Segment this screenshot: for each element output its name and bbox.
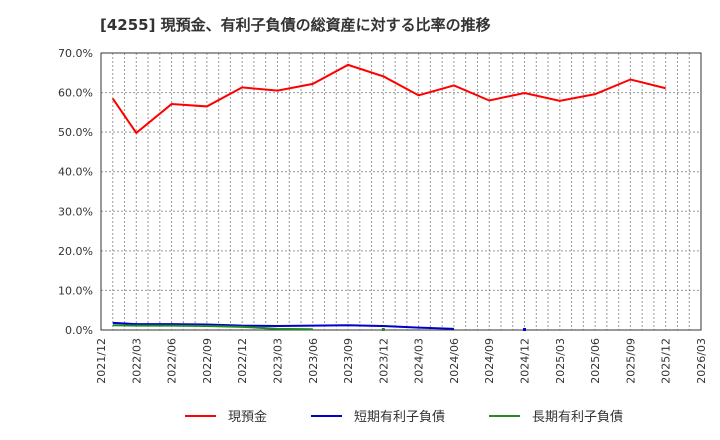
- svg-text:20.0%: 20.0%: [58, 245, 93, 258]
- legend-swatch-green-icon: [489, 414, 521, 417]
- svg-text:2023/03: 2023/03: [271, 338, 284, 384]
- legend-label: 現預金: [228, 410, 268, 425]
- legend-item-long-term-debt: 長期有利子負債: [489, 406, 623, 425]
- chart-legend: 現預金 短期有利子負債 長期有利子負債: [185, 406, 667, 425]
- legend-item-short-term-debt: 短期有利子負債: [311, 406, 445, 425]
- legend-label: 長期有利子負債: [532, 410, 624, 425]
- svg-text:2021/12: 2021/12: [95, 338, 108, 384]
- svg-text:2025/12: 2025/12: [660, 338, 673, 384]
- svg-text:2022/03: 2022/03: [130, 338, 143, 384]
- svg-text:2023/12: 2023/12: [377, 338, 390, 384]
- legend-swatch-red-icon: [185, 414, 216, 417]
- svg-text:2023/06: 2023/06: [307, 338, 320, 384]
- svg-text:2025/06: 2025/06: [589, 338, 602, 384]
- legend-label: 短期有利子負債: [354, 410, 446, 425]
- svg-text:2024/03: 2024/03: [413, 338, 426, 384]
- svg-text:2022/09: 2022/09: [201, 338, 214, 384]
- svg-text:0.0%: 0.0%: [65, 324, 93, 337]
- svg-text:2025/09: 2025/09: [624, 338, 637, 384]
- svg-text:70.0%: 70.0%: [58, 47, 93, 60]
- svg-text:10.0%: 10.0%: [58, 284, 93, 297]
- svg-text:60.0%: 60.0%: [58, 87, 93, 100]
- svg-text:2025/03: 2025/03: [554, 338, 567, 384]
- svg-text:2024/09: 2024/09: [483, 338, 496, 384]
- svg-text:2024/06: 2024/06: [448, 338, 461, 384]
- svg-text:2024/12: 2024/12: [519, 338, 532, 384]
- legend-item-cash: 現預金: [185, 406, 267, 425]
- svg-text:30.0%: 30.0%: [58, 205, 93, 218]
- svg-text:2022/06: 2022/06: [166, 338, 179, 384]
- svg-text:2023/09: 2023/09: [342, 338, 355, 384]
- chart-title: [4255] 現預金、有利子負債の総資産に対する比率の推移: [100, 16, 491, 34]
- svg-text:2022/12: 2022/12: [236, 338, 249, 384]
- legend-swatch-blue-icon: [311, 414, 343, 417]
- svg-text:40.0%: 40.0%: [58, 166, 93, 179]
- svg-text:50.0%: 50.0%: [58, 126, 93, 139]
- svg-text:2026/03: 2026/03: [695, 338, 708, 384]
